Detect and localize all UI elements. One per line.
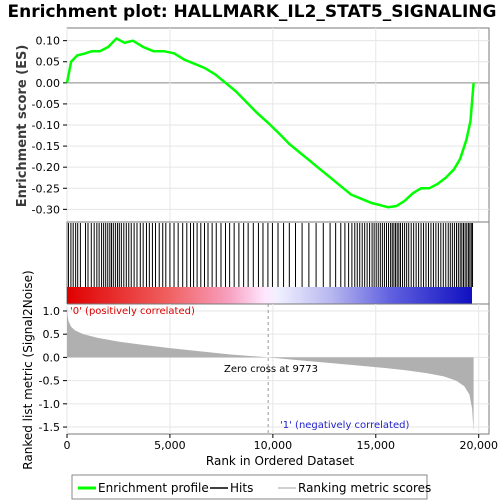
x-tick-label: 20,000 [459,439,498,452]
legend-label-hits: Hits [230,481,253,495]
rank-color-bar [67,287,472,304]
metric-y-axis-label: Ranked list metric (Signal2Noise) [21,270,35,469]
metric-tick-label: 0.5 [43,328,61,341]
positive-correlated-label: '0' (positively correlated) [70,306,195,317]
legend-box [71,474,428,500]
chart-title: Enrichment plot: HALLMARK_IL2_STAT5_SIGN… [8,2,497,22]
es-tick-label: -0.20 [32,161,60,174]
es-tick-label: -0.30 [32,203,60,216]
es-tick-label: -0.15 [32,140,60,153]
metric-tick-label: 0.0 [43,351,61,364]
es-tick-label: 0.00 [36,77,61,90]
metric-y-ticks: 1.0 0.5 0.0 -0.5 -1.0 -1.5 [39,305,67,434]
es-tick-label: 0.10 [36,35,61,48]
metric-tick-label: -1.5 [39,421,60,434]
es-y-axis-label: Enrichment score (ES) [15,45,30,208]
legend-label-ranking: Ranking metric scores [298,481,431,495]
es-y-ticks: 0.10 0.05 0.00 -0.05 -0.10 -0.15 -0.20 -0.25 -0.… [32,35,67,216]
enrichment-profile-line [65,36,475,209]
x-tick-label: 5,000 [154,439,186,452]
es-tick-label: -0.10 [32,119,60,132]
x-tick-label: 15,000 [357,439,396,452]
hit-markers [67,223,474,287]
x-tick-label: 0 [64,439,71,452]
metric-x-ticks: 0 5,000 10,000 15,000 20,000 [64,434,498,452]
metric-tick-label: -1.0 [39,398,60,411]
metric-tick-label: 1.0 [43,305,61,318]
es-tick-label: -0.25 [32,182,60,195]
es-tick-label: 0.05 [36,56,61,69]
x-tick-label: 10,000 [254,439,293,452]
zero-cross-label: Zero cross at 9773 [224,364,318,375]
metric-tick-label: -0.5 [39,375,60,388]
negative-correlated-label: '1' (negatively correlated) [280,420,409,431]
metric-x-axis-label: Rank in Ordered Dataset [206,454,354,468]
legend-label-enrichment: Enrichment profile [98,481,209,495]
es-tick-label: -0.05 [32,98,60,111]
